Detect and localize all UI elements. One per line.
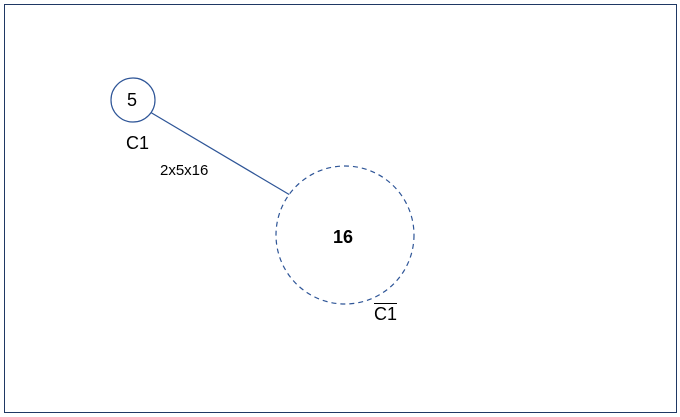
node-16-circle <box>275 165 415 305</box>
cut-label-right-complement: C1 <box>374 303 398 324</box>
edge-line <box>149 111 291 196</box>
node-5-value: 5 <box>127 90 138 110</box>
node-5-circle <box>110 77 156 123</box>
cut-label-left: C1 <box>126 133 150 153</box>
edge-label: 2x5x16 <box>160 162 209 179</box>
node-16-value: 16 <box>333 227 354 247</box>
